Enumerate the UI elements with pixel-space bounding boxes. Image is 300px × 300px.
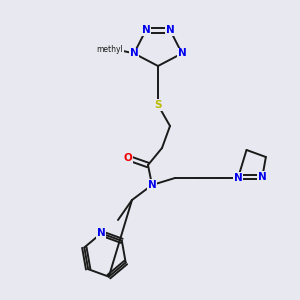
Text: methyl: methyl bbox=[97, 45, 123, 54]
Text: N: N bbox=[178, 48, 186, 59]
Text: S: S bbox=[154, 100, 162, 110]
Text: N: N bbox=[258, 172, 267, 182]
Text: N: N bbox=[142, 25, 150, 35]
Text: N: N bbox=[166, 25, 174, 35]
Text: N: N bbox=[148, 180, 156, 190]
Text: O: O bbox=[124, 153, 132, 163]
Text: N: N bbox=[234, 173, 242, 183]
Text: N: N bbox=[97, 228, 106, 238]
Text: N: N bbox=[130, 48, 138, 59]
